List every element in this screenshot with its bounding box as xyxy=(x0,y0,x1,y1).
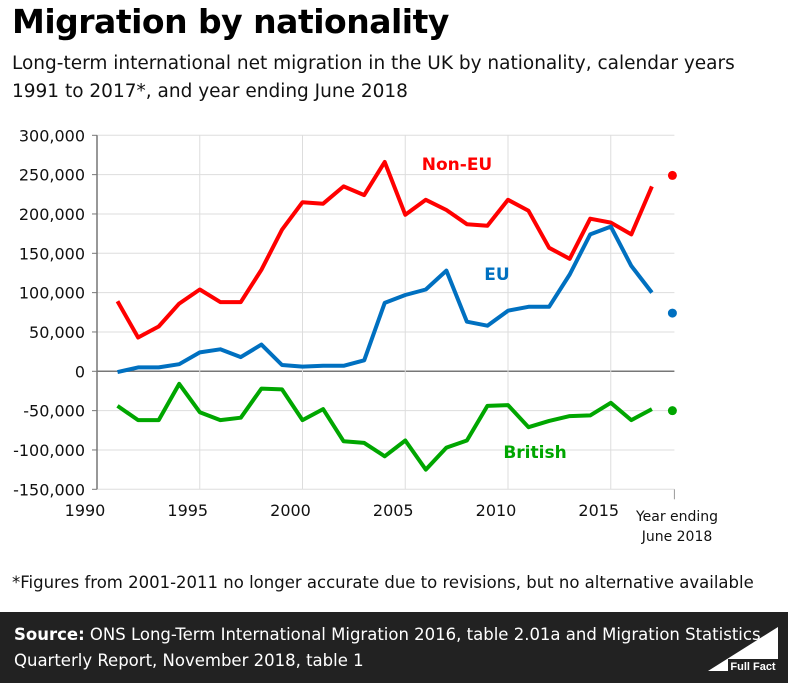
series-line-british xyxy=(116,381,653,472)
y-tick-label: -150,000 xyxy=(13,480,85,499)
svg-text:Full Fact: Full Fact xyxy=(730,661,776,673)
full-fact-logo: Full Fact xyxy=(708,627,778,673)
series-line-non-eu xyxy=(115,160,654,340)
source-text: Source: ONS Long-Term International Migr… xyxy=(14,622,788,674)
x-extra-label-line1: Year ending xyxy=(635,509,718,525)
y-tick-label: 50,000 xyxy=(29,323,85,342)
x-extra-label-line2: June 2018 xyxy=(641,529,713,545)
x-tick-label: 2000 xyxy=(270,501,311,520)
series-label-eu: EU xyxy=(484,265,509,285)
point-year-ending-june-2018-british xyxy=(667,406,677,416)
y-tick-label: 150,000 xyxy=(19,244,85,263)
x-tick-label: 2010 xyxy=(476,501,517,520)
footnote: *Figures from 2001-2011 no longer accura… xyxy=(12,573,754,592)
source-label: Source: xyxy=(14,625,85,644)
point-year-ending-june-2018-non-eu xyxy=(667,170,677,180)
x-tick-label: 1990 xyxy=(65,501,106,520)
y-tick-label: 100,000 xyxy=(19,284,85,303)
source-body: ONS Long-Term International Migration 20… xyxy=(14,625,761,670)
footer: Source: ONS Long-Term International Migr… xyxy=(0,612,788,683)
x-tick-label: 1995 xyxy=(167,501,208,520)
x-tick-label: 2015 xyxy=(578,501,619,520)
y-tick-label: 250,000 xyxy=(19,166,85,185)
y-tick-label: -100,000 xyxy=(13,441,85,460)
point-year-ending-june-2018-eu xyxy=(667,308,677,318)
page-title: Migration by nationality xyxy=(12,2,449,41)
y-tick-label: 0 xyxy=(75,362,85,381)
line-chart: 300,000 250,000 200,000 150,000 100,000 50,00… xyxy=(13,126,718,545)
x-tick-label: 2005 xyxy=(373,501,414,520)
series-label-non-eu: Non-EU xyxy=(422,155,492,175)
y-tick-label: 200,000 xyxy=(19,205,85,224)
y-tick-label: -50,000 xyxy=(23,402,85,421)
chart-subtitle: Long-term international net migration in… xyxy=(12,53,735,102)
series-label-british: British xyxy=(503,443,566,463)
y-tick-label: 300,000 xyxy=(19,126,85,145)
series-line-eu xyxy=(117,224,654,375)
